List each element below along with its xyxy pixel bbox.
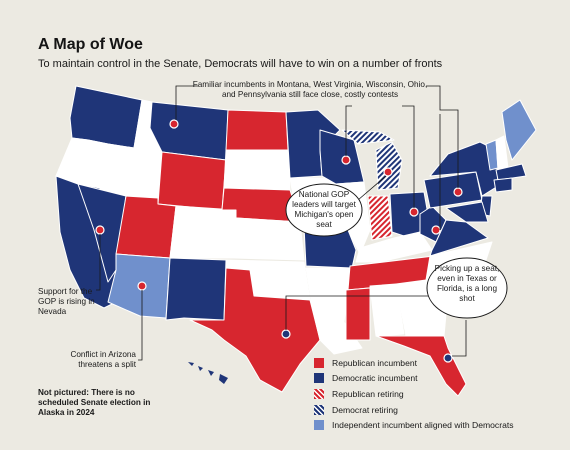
- state-massachusetts: [495, 163, 527, 181]
- swatch-democrat-retiring: [314, 404, 324, 415]
- state-maine: [501, 99, 537, 161]
- state-mississippi: [345, 287, 371, 341]
- swatch-democratic-incumbent: [314, 373, 324, 384]
- state-new-mexico: [165, 257, 227, 321]
- legend-item-republican-retiring: Republican retiring: [314, 386, 514, 402]
- marker-florida: [443, 353, 453, 363]
- marker-west-virginia: [431, 225, 441, 235]
- marker-michigan: [383, 167, 393, 177]
- state-south-dakota: [223, 149, 291, 191]
- state-michigan-lower: [375, 141, 403, 191]
- marker-pennsylvania: [453, 187, 463, 197]
- state-texas: [189, 267, 321, 393]
- state-alabama: [369, 283, 405, 337]
- marker-ohio: [409, 207, 419, 217]
- marker-arizona: [137, 281, 147, 291]
- michigan-note: National GOP leaders will target Michiga…: [292, 190, 356, 229]
- legend-label: Republican incumbent: [332, 357, 418, 368]
- texas-florida-callout-bubble: [426, 257, 508, 319]
- leader-michigan: [357, 175, 387, 201]
- legend-label: Independent incumbent aligned with Democ…: [332, 420, 514, 431]
- leader-wisconsin: [345, 105, 352, 156]
- state-kansas: [233, 217, 305, 261]
- state-colorado: [169, 205, 237, 259]
- swatch-republican-incumbent: [314, 357, 324, 368]
- alaska-note: Not pictured: There is no scheduled Sena…: [38, 388, 151, 417]
- leader-pennsylvania: [426, 85, 459, 188]
- legend-item-republican-incumbent: Republican incumbent: [314, 355, 514, 371]
- page-subtitle: To maintain control in the Senate, Democ…: [38, 58, 443, 70]
- legend-label: Republican retiring: [332, 388, 404, 399]
- leader-ohio: [402, 105, 415, 208]
- state-indiana: [367, 195, 393, 241]
- marker-montana: [169, 119, 179, 129]
- nevada-note: Support for the GOP is rising in Nevada: [38, 287, 95, 316]
- familiar-incumbents-note: Familiar incumbents in Montana, West Vir…: [192, 80, 428, 99]
- state-utah: [115, 195, 177, 259]
- arizona-note: Conflict in Arizona threatens a split: [70, 350, 136, 369]
- state-north-dakota: [225, 109, 289, 151]
- leader-florida: [452, 320, 467, 357]
- page-title: A Map of Woe: [38, 36, 143, 53]
- state-michigan-upper: [341, 129, 395, 145]
- marker-nevada: [95, 225, 105, 235]
- state-hawaii: [188, 362, 228, 384]
- texas-florida-note: Picking up a seat, even in Texas or Flor…: [434, 264, 500, 303]
- state-maryland: [445, 201, 489, 223]
- state-montana: [149, 101, 229, 161]
- legend-item-democratic-incumbent: Democratic incumbent: [314, 371, 514, 387]
- legend-item-independent-incumbent: Independent incumbent aligned with Democ…: [314, 417, 514, 433]
- michigan-callout-bubble: [285, 183, 363, 237]
- swatch-republican-retiring: [314, 388, 324, 399]
- marker-texas: [281, 329, 291, 339]
- state-florida: [375, 335, 467, 397]
- leader-nevada: [96, 234, 101, 291]
- legend-item-democrat-retiring: Democrat retiring: [314, 402, 514, 418]
- state-pennsylvania: [423, 171, 483, 209]
- legend: Republican incumbent Democratic incumben…: [314, 355, 514, 433]
- leader-montana: [175, 85, 198, 120]
- legend-label: Democratic incumbent: [332, 373, 418, 384]
- state-arkansas: [305, 267, 351, 307]
- state-connecticut: [493, 177, 513, 193]
- marker-wisconsin: [341, 155, 351, 165]
- legend-label: Democrat retiring: [332, 404, 398, 415]
- leader-arizona: [138, 290, 143, 361]
- state-wyoming: [157, 151, 227, 211]
- swatch-independent-incumbent: [314, 420, 324, 431]
